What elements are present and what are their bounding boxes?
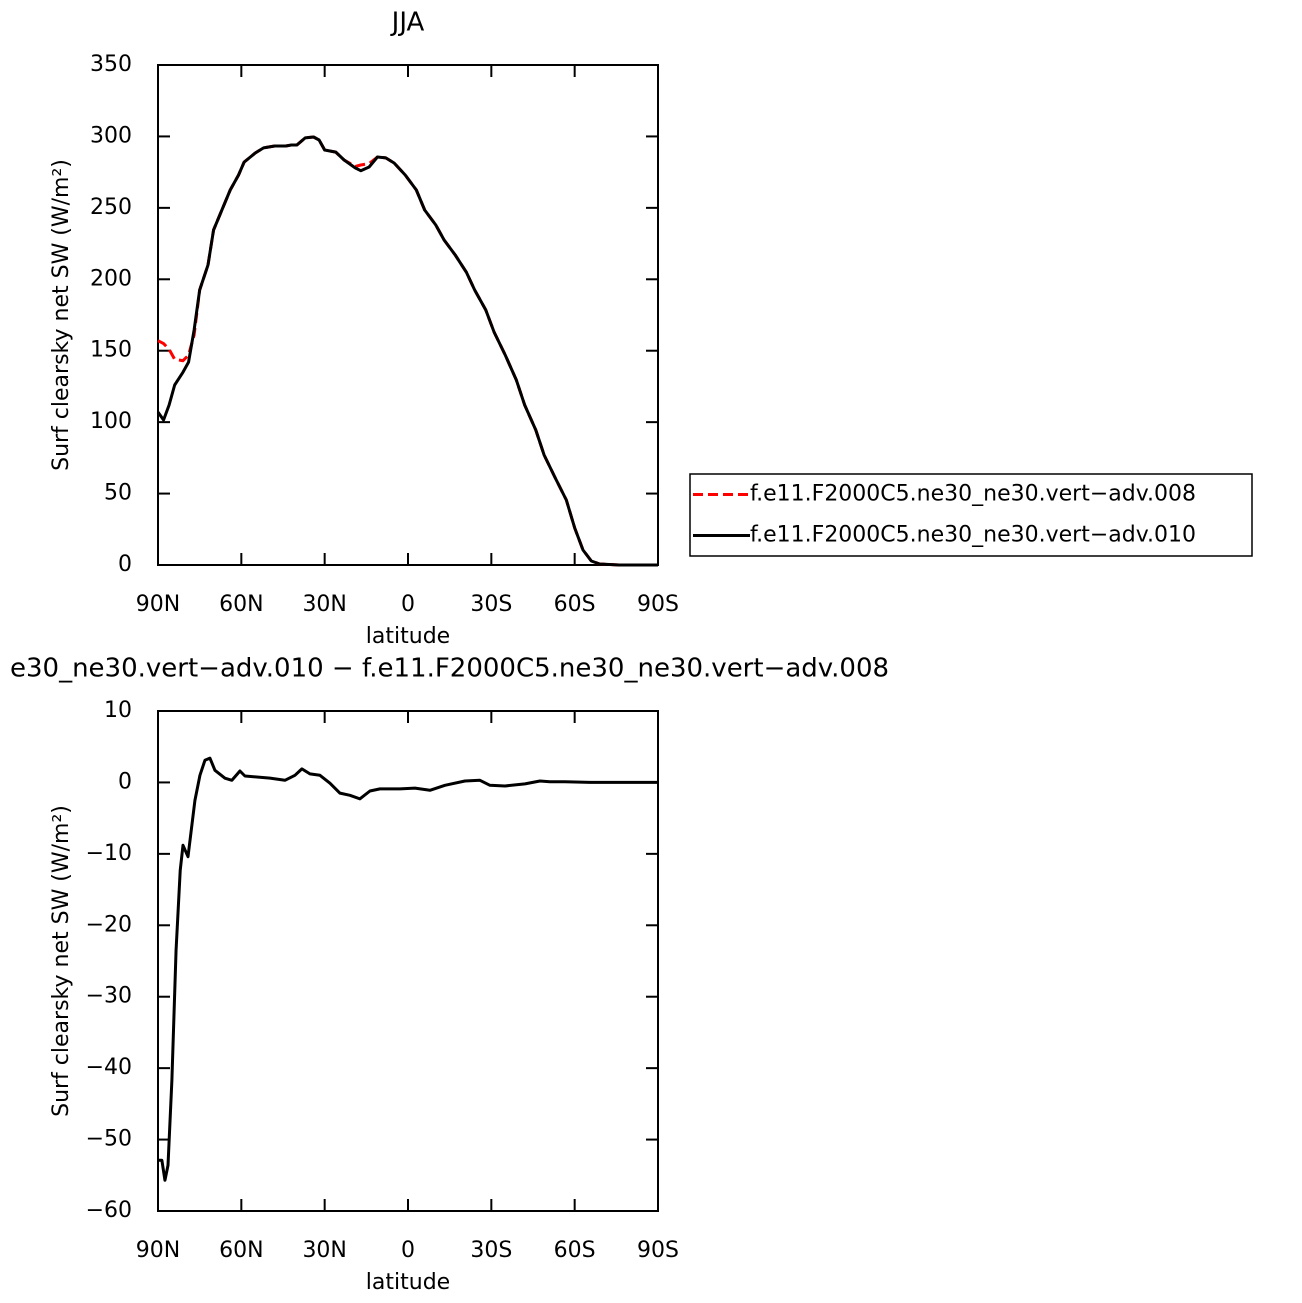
- x-tick-label: 0: [401, 1238, 415, 1263]
- legend-label: f.e11.F2000C5.ne30_ne30.vert−adv.008: [750, 482, 1196, 507]
- legend-label: f.e11.F2000C5.ne30_ne30.vert−adv.010: [750, 523, 1196, 548]
- x-tick-label: 30N: [302, 592, 346, 617]
- y-tick-label: −30: [86, 984, 132, 1009]
- y-tick-label: 250: [90, 195, 132, 220]
- plot-frame: [157, 710, 659, 1212]
- y-tick-label: 100: [90, 409, 132, 434]
- data-line: [157, 135, 658, 567]
- legend-box: [689, 473, 1253, 557]
- y-tick-label: −20: [86, 912, 132, 937]
- x-axis-label: latitude: [366, 624, 450, 649]
- y-tick-label: 150: [90, 338, 132, 363]
- y-tick-label: 200: [90, 266, 132, 291]
- data-line: [158, 756, 658, 1182]
- x-tick-label: 90S: [637, 1238, 679, 1263]
- x-tick-label: 90N: [136, 592, 180, 617]
- y-tick-label: 50: [104, 481, 132, 506]
- y-tick-label: −60: [86, 1198, 132, 1223]
- x-tick-label: 60N: [219, 1238, 263, 1263]
- y-tick-label: −10: [86, 841, 132, 866]
- y-tick-label: 300: [90, 123, 132, 148]
- x-tick-label: 30N: [302, 1238, 346, 1263]
- data-line: [156, 135, 658, 567]
- x-tick-label: 0: [401, 592, 415, 617]
- x-tick-label: 60S: [554, 592, 596, 617]
- x-axis-label: latitude: [366, 1270, 450, 1295]
- x-tick-label: 60N: [219, 592, 263, 617]
- y-tick-label: 0: [118, 552, 132, 577]
- x-tick-label: 30S: [470, 1238, 512, 1263]
- chart-title: JJA: [390, 8, 425, 38]
- plot-frame: [157, 64, 659, 566]
- x-tick-label: 60S: [554, 1238, 596, 1263]
- x-tick-label: 30S: [470, 592, 512, 617]
- y-axis-label: Surf clearsky net SW (W/m²): [49, 805, 74, 1117]
- y-tick-label: 350: [90, 52, 132, 77]
- y-axis-label: Surf clearsky net SW (W/m²): [49, 159, 74, 471]
- y-tick-label: −40: [86, 1055, 132, 1080]
- chart-title: e30_ne30.vert−adv.010 − f.e11.F2000C5.ne…: [10, 654, 889, 684]
- x-tick-label: 90S: [637, 592, 679, 617]
- x-tick-label: 90N: [136, 1238, 180, 1263]
- y-tick-label: −50: [86, 1127, 132, 1152]
- y-tick-label: 0: [118, 769, 132, 794]
- y-tick-label: 10: [104, 698, 132, 723]
